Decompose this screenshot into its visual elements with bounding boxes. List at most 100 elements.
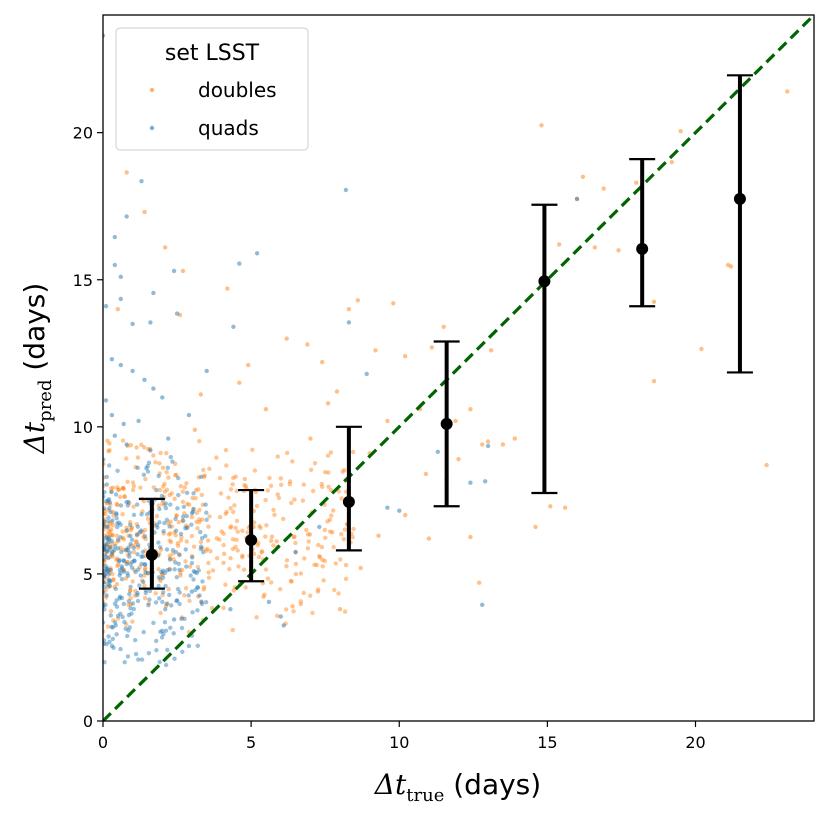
quads-point — [140, 549, 146, 555]
quads-point — [110, 549, 115, 554]
quads-point — [128, 541, 133, 547]
quads-point — [164, 517, 170, 523]
doubles-point — [477, 580, 482, 585]
x-axis-label-unit: (days) — [444, 768, 541, 801]
quads-point — [103, 638, 107, 643]
quads-point — [126, 545, 131, 550]
quads-point — [135, 524, 140, 529]
doubles-point — [262, 592, 267, 597]
quads-point — [103, 552, 107, 557]
quads-point — [118, 274, 124, 279]
doubles-point — [160, 501, 165, 506]
doubles-point — [156, 567, 161, 572]
doubles-point — [131, 504, 136, 509]
doubles-point — [308, 467, 314, 472]
doubles-point — [217, 514, 223, 520]
doubles-point — [158, 610, 163, 616]
doubles-point — [199, 517, 205, 522]
quads-point — [132, 558, 137, 564]
doubles-point — [323, 470, 328, 475]
quads-point — [121, 421, 126, 427]
quads-point — [159, 570, 164, 575]
quads-point — [135, 590, 140, 596]
y-axis-label-subscript: pred — [35, 380, 56, 422]
doubles-point — [128, 602, 133, 607]
quads-point — [156, 575, 162, 580]
quads-point — [203, 533, 208, 539]
doubles-point — [140, 578, 145, 583]
quads-point — [385, 505, 390, 510]
quads-point — [107, 577, 112, 583]
doubles-point — [170, 551, 175, 556]
doubles-point — [137, 564, 142, 570]
quads-point — [181, 518, 186, 523]
doubles-point — [341, 537, 346, 542]
quads-point — [160, 628, 165, 633]
quads-point — [103, 573, 107, 578]
quads-point — [155, 525, 160, 530]
quads-point — [131, 545, 136, 551]
quads-point — [184, 564, 189, 569]
doubles-point — [206, 570, 211, 575]
doubles-point — [234, 537, 239, 542]
doubles-point — [108, 502, 113, 507]
doubles-point — [115, 563, 120, 569]
doubles-point — [207, 466, 212, 471]
doubles-point — [306, 539, 311, 544]
doubles-point — [254, 503, 260, 509]
quads-point — [114, 512, 119, 517]
quads-point — [164, 547, 170, 552]
mean-marker — [440, 417, 453, 430]
doubles-point — [254, 615, 259, 620]
quads-point — [139, 528, 144, 533]
quads-point — [171, 617, 177, 622]
doubles-point — [200, 545, 205, 551]
quads-point — [167, 524, 172, 529]
quads-point — [143, 562, 148, 567]
doubles-point — [175, 543, 181, 548]
doubles-point — [190, 495, 195, 501]
doubles-point — [403, 354, 408, 359]
doubles-point — [305, 546, 311, 551]
quads-point — [112, 544, 118, 549]
binned-mean-1 — [238, 488, 265, 583]
doubles-point — [601, 186, 606, 191]
doubles-point — [129, 543, 134, 548]
mean-marker — [245, 534, 258, 547]
doubles-point — [330, 530, 335, 535]
quads-point — [346, 320, 352, 325]
quads-point — [139, 554, 144, 559]
doubles-point — [237, 380, 242, 385]
doubles-point — [108, 566, 113, 571]
quads-point — [197, 593, 202, 598]
quads-point — [188, 573, 193, 578]
doubles-point — [228, 525, 233, 530]
doubles-point — [103, 511, 108, 516]
doubles-point — [323, 535, 328, 540]
doubles-point — [130, 480, 136, 485]
quads-point — [148, 320, 153, 325]
quads-point — [204, 517, 209, 522]
quads-point — [135, 592, 140, 598]
doubles-point — [185, 501, 190, 507]
doubles-point — [159, 547, 164, 552]
doubles-point — [423, 471, 429, 477]
binned-mean-5 — [629, 158, 656, 308]
doubles-point — [107, 570, 112, 575]
doubles-point — [166, 521, 171, 526]
mean-marker — [636, 242, 649, 255]
doubles-point — [180, 489, 186, 494]
doubles-point — [307, 532, 313, 537]
doubles-point — [162, 481, 167, 487]
doubles-point — [342, 527, 347, 532]
doubles-point — [134, 522, 139, 527]
quads-point — [194, 570, 199, 576]
quads-point — [145, 469, 151, 474]
doubles-point — [334, 389, 340, 394]
y-axis-label-unit: (days) — [18, 283, 51, 380]
doubles-point — [241, 567, 247, 572]
quads-point — [480, 602, 485, 607]
doubles-point — [180, 499, 186, 504]
doubles-point — [193, 496, 198, 501]
quads-point — [106, 535, 112, 540]
